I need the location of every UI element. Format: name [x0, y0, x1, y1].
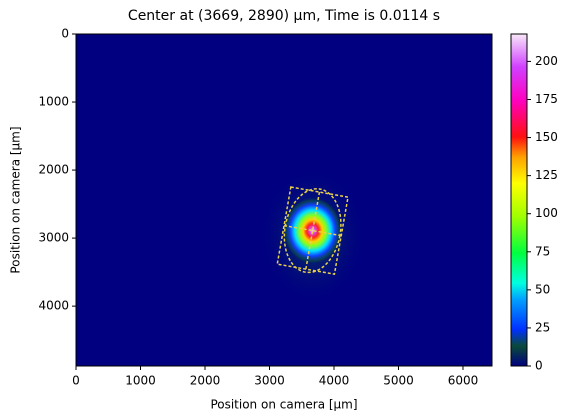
chart: Center at (3669, 2890) µm, Time is 0.011…: [0, 0, 566, 415]
chart-title: Center at (3669, 2890) µm, Time is 0.011…: [128, 8, 440, 24]
x-tick-label: 6000: [448, 374, 479, 388]
y-tick-label: 0: [61, 27, 69, 41]
colorbar-tick-label: 50: [535, 282, 550, 296]
colorbar-tick-label: 200: [535, 54, 558, 68]
x-tick-label: 0: [72, 374, 80, 388]
colorbar-tick-label: 100: [535, 206, 558, 220]
colorbar: [511, 34, 527, 366]
x-tick-label: 1000: [125, 374, 156, 388]
y-tick-label: 3000: [38, 231, 69, 245]
x-tick-label: 5000: [383, 374, 414, 388]
y-tick-label: 1000: [38, 95, 69, 109]
colorbar-tick-label: 25: [535, 320, 550, 334]
x-tick-label: 4000: [319, 374, 350, 388]
plot-area: [76, 34, 492, 366]
colorbar-tick-label: 0: [535, 359, 543, 373]
colorbar-tick-label: 150: [535, 130, 558, 144]
colorbar-tick-label: 75: [535, 244, 550, 258]
x-tick-label: 3000: [254, 374, 285, 388]
colorbar-tick-label: 125: [535, 168, 558, 182]
y-tick-label: 4000: [38, 299, 69, 313]
y-tick-label: 2000: [38, 163, 69, 177]
y-axis-label: Position on camera [µm]: [9, 126, 23, 273]
colorbar-tick-label: 175: [535, 92, 558, 106]
x-axis-label: Position on camera [µm]: [210, 398, 357, 412]
x-tick-label: 2000: [190, 374, 221, 388]
